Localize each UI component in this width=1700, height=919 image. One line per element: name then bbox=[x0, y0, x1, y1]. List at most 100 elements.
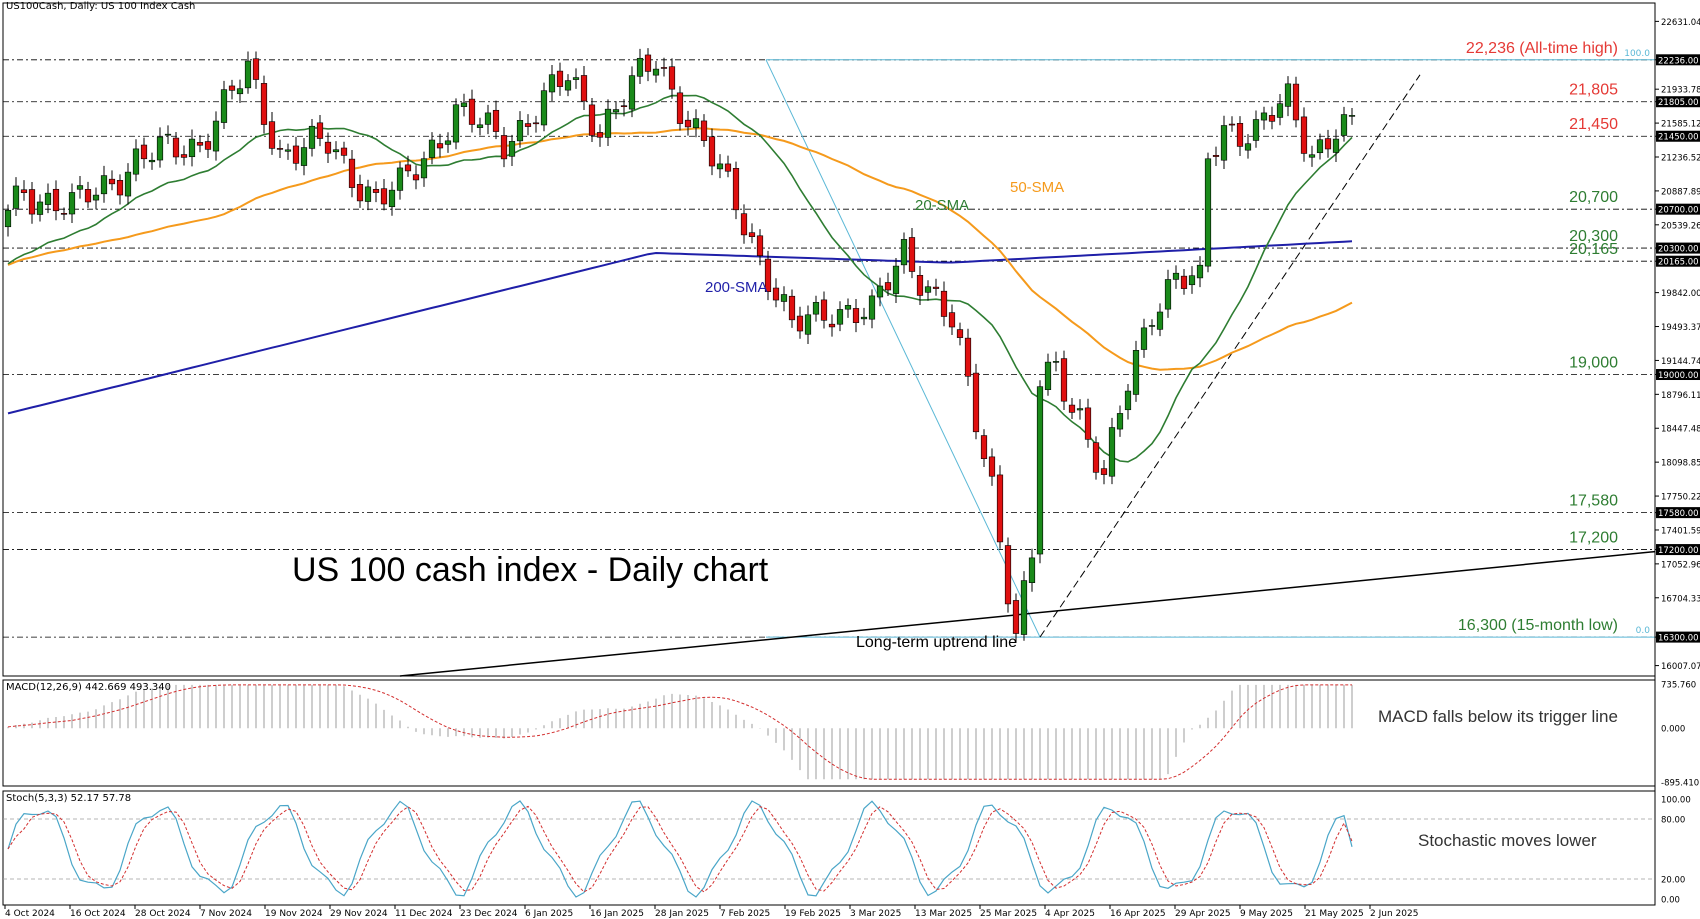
candle-body bbox=[924, 286, 932, 293]
candle-body bbox=[436, 143, 444, 149]
stochastic-frame bbox=[2, 790, 1656, 906]
price-tick-label: 19144.74 bbox=[1661, 357, 1700, 367]
candle-body bbox=[164, 133, 172, 136]
candle-body bbox=[388, 189, 396, 208]
candle-body bbox=[732, 168, 740, 211]
stoch-k-line bbox=[7, 800, 1353, 898]
candle-body bbox=[1148, 325, 1156, 327]
price-tick-label: 18447.48 bbox=[1661, 425, 1700, 435]
candle bbox=[332, 141, 340, 160]
macd-header: MACD(12,26,9) 442.669 493.340 bbox=[6, 682, 172, 693]
candle-body bbox=[884, 282, 892, 291]
candle bbox=[820, 291, 828, 329]
candle bbox=[380, 178, 388, 211]
level-label: 20,300 bbox=[1569, 228, 1618, 245]
candle bbox=[116, 174, 124, 205]
candle bbox=[988, 448, 996, 486]
candle bbox=[1284, 76, 1292, 117]
candle bbox=[356, 174, 364, 208]
candle bbox=[564, 74, 572, 97]
candle bbox=[28, 182, 36, 224]
time-tick-label: 16 Oct 2024 bbox=[70, 909, 126, 919]
level-label: 17,200 bbox=[1569, 530, 1618, 547]
candle-body bbox=[4, 209, 12, 228]
candle-body bbox=[468, 98, 476, 125]
panel-frames bbox=[2, 2, 1656, 906]
candle bbox=[388, 181, 396, 216]
candle-body bbox=[660, 67, 668, 69]
price-axis: 22631.04 22236.00 21933.78 21805.00 21585.12… bbox=[1654, 3, 1700, 905]
price-tag bbox=[1656, 242, 1700, 254]
candle-body bbox=[500, 135, 508, 160]
candle-body bbox=[748, 232, 756, 237]
candle-body bbox=[1052, 361, 1060, 363]
candle bbox=[284, 143, 292, 160]
candle-body bbox=[1004, 545, 1012, 605]
candle bbox=[868, 289, 876, 329]
candle-body bbox=[612, 109, 620, 113]
candle-body bbox=[1124, 390, 1132, 411]
candle bbox=[1156, 303, 1164, 337]
candle-body bbox=[308, 125, 316, 149]
candle bbox=[596, 124, 604, 147]
candle bbox=[196, 135, 204, 153]
level-label: 20,165 bbox=[1569, 241, 1618, 258]
candle-body bbox=[444, 140, 452, 145]
candle bbox=[20, 180, 28, 201]
candle-body bbox=[980, 435, 988, 460]
candle-body bbox=[604, 108, 612, 138]
fibonacci-lines: 100.0 0.0 bbox=[765, 49, 1655, 638]
candle bbox=[1236, 116, 1244, 157]
price-tag-label: 20165.00 bbox=[1658, 258, 1699, 268]
candle-body bbox=[324, 141, 332, 154]
candle-body bbox=[1132, 350, 1140, 395]
candle bbox=[276, 139, 284, 158]
stoch-tick-label: 80.00 bbox=[1661, 816, 1685, 826]
candle bbox=[1188, 266, 1196, 294]
candle-body bbox=[820, 299, 828, 321]
candle-body bbox=[1324, 138, 1332, 150]
candle bbox=[652, 60, 660, 83]
candle bbox=[844, 298, 852, 318]
candle-body bbox=[1020, 580, 1028, 635]
candle-body bbox=[44, 192, 52, 205]
price-tick-label: 20887.89 bbox=[1661, 187, 1700, 197]
time-tick-label: 16 Jan 2025 bbox=[590, 909, 644, 919]
candle-body bbox=[1188, 275, 1196, 286]
candle-body bbox=[1140, 327, 1148, 350]
candle-body bbox=[1340, 114, 1348, 136]
chart-title: US 100 cash index - Daily chart bbox=[292, 551, 769, 589]
candle bbox=[1260, 106, 1268, 130]
candle bbox=[1268, 106, 1276, 130]
candle bbox=[308, 119, 316, 157]
candle-body bbox=[244, 60, 252, 89]
candle bbox=[532, 115, 540, 133]
candle bbox=[132, 139, 140, 182]
candle-body bbox=[420, 158, 428, 179]
candle bbox=[508, 134, 516, 166]
candle bbox=[812, 295, 820, 322]
candle-body bbox=[636, 57, 644, 77]
candle-body bbox=[812, 302, 820, 315]
candle bbox=[436, 133, 444, 158]
candle-body bbox=[228, 85, 236, 91]
candle bbox=[316, 114, 324, 147]
candle bbox=[828, 314, 836, 337]
candle bbox=[220, 80, 228, 129]
candle-body bbox=[1268, 115, 1276, 122]
price-tick-label: 22631.04 bbox=[1661, 18, 1700, 28]
candle bbox=[1332, 129, 1340, 162]
candle bbox=[908, 228, 916, 279]
candle bbox=[484, 104, 492, 135]
candle bbox=[852, 299, 860, 333]
candle-body bbox=[804, 314, 812, 335]
candle bbox=[980, 429, 988, 467]
stoch-d-line bbox=[7, 805, 1353, 893]
candle bbox=[756, 229, 764, 266]
candle bbox=[740, 204, 748, 244]
candle-body bbox=[1292, 83, 1300, 121]
candle-body bbox=[452, 104, 460, 143]
candle-body bbox=[268, 121, 276, 149]
candle bbox=[1212, 146, 1220, 166]
